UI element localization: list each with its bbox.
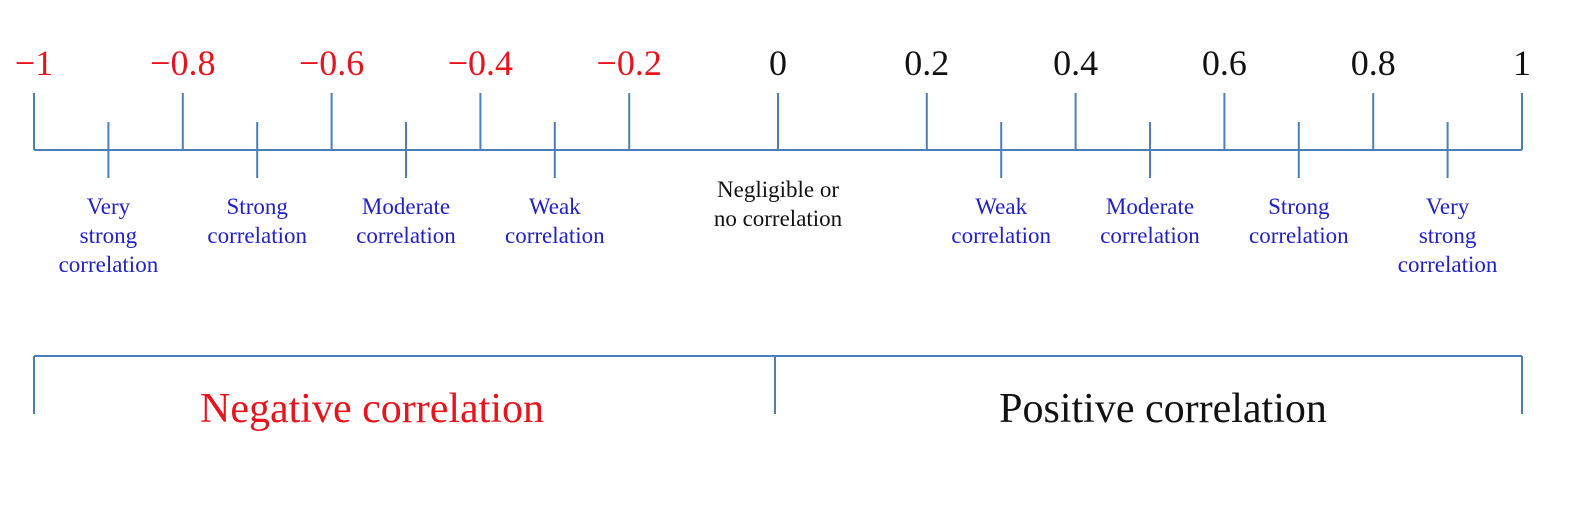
category-label-line: strong xyxy=(1419,223,1477,248)
category-label-line: no correlation xyxy=(714,206,843,231)
tick-label-neg-0-2: −0.2 xyxy=(597,43,662,83)
category-label-line: Moderate xyxy=(362,194,450,219)
category-label-line: correlation xyxy=(505,223,605,248)
category-label-line: Strong xyxy=(227,194,289,219)
category-label-0: Very strong correlation xyxy=(59,194,159,277)
tick-label-neg-1: −1 xyxy=(15,43,53,83)
category-label-line: Weak xyxy=(975,194,1027,219)
tick-label-0-4: 0.4 xyxy=(1053,43,1098,83)
category-label-6: Moderate correlation xyxy=(1100,194,1200,248)
category-label-line: Strong xyxy=(1268,194,1330,219)
scale-tick-labels: −1 −0.8 −0.6 −0.4 −0.2 0 0.2 0.4 0.6 0.8 1 xyxy=(15,43,1531,83)
tick-label-0-6: 0.6 xyxy=(1202,43,1247,83)
positive-correlation-label: Positive correlation xyxy=(999,386,1327,432)
negative-correlation-label: Negative correlation xyxy=(200,386,544,432)
sign-bracket xyxy=(33,355,1523,414)
category-label-7: Strong correlation xyxy=(1249,194,1349,248)
category-label-5: Weak correlation xyxy=(951,194,1051,248)
category-label-line: correlation xyxy=(356,223,456,248)
scale-ticks xyxy=(33,93,1523,150)
category-label-4: Negligible or no correlation xyxy=(714,177,843,231)
category-label-line: correlation xyxy=(207,223,307,248)
category-label-line: Negligible or xyxy=(717,177,839,202)
category-label-line: Very xyxy=(87,194,131,219)
tick-label-0: 0 xyxy=(769,43,787,83)
category-label-1: Strong correlation xyxy=(207,194,307,248)
category-label-line: correlation xyxy=(1249,223,1349,248)
category-label-3: Weak correlation xyxy=(505,194,605,248)
category-label-line: Very xyxy=(1426,194,1470,219)
category-label-line: Moderate xyxy=(1106,194,1194,219)
tick-label-1: 1 xyxy=(1513,43,1531,83)
category-label-line: correlation xyxy=(951,223,1051,248)
category-label-line: correlation xyxy=(59,252,159,277)
tick-label-neg-0-8: −0.8 xyxy=(150,43,215,83)
category-label-line: strong xyxy=(80,223,138,248)
category-label-8: Very strong correlation xyxy=(1398,194,1498,277)
category-label-line: correlation xyxy=(1398,252,1498,277)
category-label-line: correlation xyxy=(1100,223,1200,248)
category-label-line: Weak xyxy=(529,194,581,219)
tick-label-0-8: 0.8 xyxy=(1351,43,1396,83)
category-label-2: Moderate correlation xyxy=(356,194,456,248)
tick-label-neg-0-4: −0.4 xyxy=(448,43,513,83)
tick-label-0-2: 0.2 xyxy=(904,43,949,83)
tick-label-neg-0-6: −0.6 xyxy=(299,43,364,83)
